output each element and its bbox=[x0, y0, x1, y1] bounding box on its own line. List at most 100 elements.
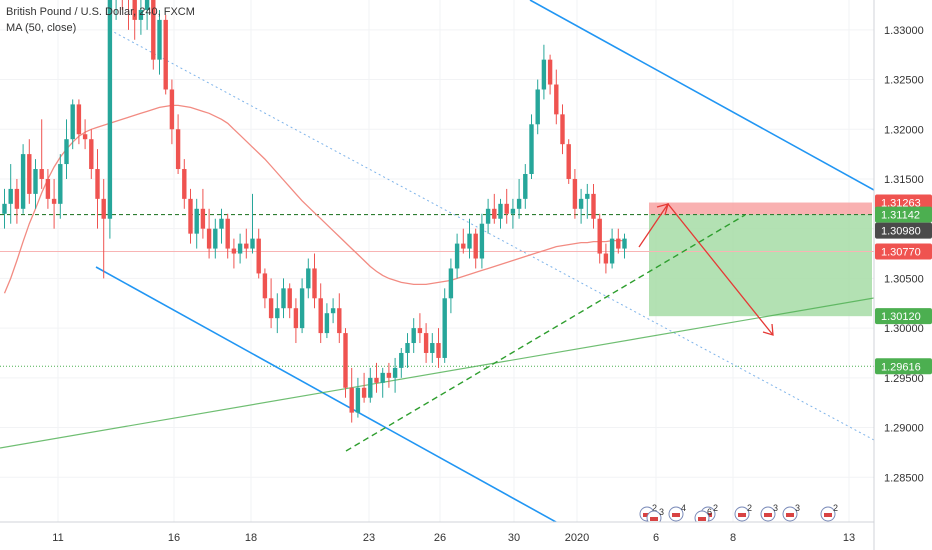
candle-body bbox=[219, 218, 224, 229]
candle-body bbox=[330, 308, 336, 314]
candle-body bbox=[312, 268, 317, 299]
candle-body bbox=[2, 203, 7, 214]
x-tick-label: 16 bbox=[168, 532, 180, 544]
indicator-label: MA (50, close) bbox=[6, 22, 77, 34]
y-tick-label: 1.28500 bbox=[884, 472, 924, 484]
event-badge-count: 2 bbox=[652, 503, 657, 513]
long-trendline bbox=[0, 297, 874, 449]
time-axis: 11 16 18 23 26 30 2020 6 8 13 bbox=[0, 521, 874, 544]
candle-body bbox=[231, 248, 237, 254]
candle-body bbox=[547, 59, 553, 85]
flag-stripe bbox=[738, 513, 746, 517]
event-badge-count: 2 bbox=[833, 503, 838, 513]
event-badge-count: 3 bbox=[659, 507, 664, 517]
candle-body bbox=[337, 308, 342, 334]
candle-body bbox=[188, 198, 193, 234]
x-tick-label: 18 bbox=[245, 532, 257, 544]
candle-body bbox=[256, 238, 261, 274]
candle-body bbox=[392, 367, 398, 378]
y-tick-label: 1.31500 bbox=[884, 174, 924, 186]
candle-body bbox=[268, 298, 274, 319]
x-tick-label: 26 bbox=[434, 532, 446, 544]
chart-legend: British Pound / U.S. Dollar, 240, FXCM M… bbox=[6, 4, 195, 36]
candle-body bbox=[14, 188, 20, 209]
candle-body bbox=[423, 333, 429, 353]
candle-body bbox=[64, 139, 69, 165]
channel-upper-line bbox=[529, 0, 874, 191]
candle-body bbox=[498, 203, 503, 219]
candle-body bbox=[622, 238, 627, 249]
candle-body bbox=[485, 208, 491, 224]
y-tick-label: 1.29500 bbox=[884, 373, 924, 385]
event-badge-count: 2 bbox=[747, 503, 752, 513]
projection-arrowhead-down bbox=[762, 323, 774, 336]
x-tick-label: 6 bbox=[653, 532, 659, 544]
candle-body bbox=[448, 268, 454, 299]
event-badge-count: 3 bbox=[795, 503, 800, 513]
candle-body bbox=[572, 178, 578, 209]
symbol-title: British Pound / U.S. Dollar, 240, FXCM bbox=[6, 6, 195, 18]
candle-body bbox=[535, 89, 540, 125]
candle-body bbox=[318, 298, 323, 334]
price-tag-label: 1.30120 bbox=[881, 311, 921, 323]
candle-body bbox=[578, 198, 584, 209]
candle-body bbox=[213, 228, 218, 249]
flag-stripe bbox=[672, 513, 680, 517]
candle-body bbox=[374, 377, 379, 383]
candle-body bbox=[554, 84, 559, 115]
candle-body bbox=[200, 208, 206, 229]
flag-stripe bbox=[650, 517, 658, 521]
x-tick-label: 30 bbox=[508, 532, 520, 544]
candle-body bbox=[591, 193, 596, 219]
event-badge-count: 4 bbox=[681, 503, 686, 513]
candle-body bbox=[132, 0, 137, 20]
candle-body bbox=[8, 188, 13, 204]
price-axis: 1.330001.325001.320001.315001.310001.305… bbox=[873, 0, 932, 550]
candle-body bbox=[58, 164, 63, 204]
candle-body bbox=[262, 273, 268, 299]
candle-body bbox=[609, 238, 615, 264]
candle-body bbox=[386, 372, 392, 378]
flag-stripe bbox=[698, 517, 706, 521]
price-tag-label: 1.30980 bbox=[881, 226, 921, 238]
y-tick-label: 1.32000 bbox=[884, 124, 924, 136]
candle-body bbox=[27, 154, 32, 194]
candle-body bbox=[399, 352, 404, 368]
candle-body bbox=[585, 193, 590, 199]
candle-body bbox=[194, 208, 199, 234]
price-tag-label: 1.31142 bbox=[881, 210, 920, 222]
rising-trendline bbox=[345, 214, 746, 452]
y-tick-label: 1.32500 bbox=[884, 75, 924, 87]
candle-body bbox=[324, 313, 330, 334]
flag-stripe bbox=[643, 513, 651, 517]
event-badge-count: 6 bbox=[707, 507, 712, 517]
y-tick-label: 1.30500 bbox=[884, 273, 924, 285]
candle-body bbox=[516, 198, 522, 209]
candle-body bbox=[461, 243, 466, 249]
candle-body bbox=[225, 218, 230, 249]
candle-body bbox=[89, 139, 94, 170]
flag-stripe bbox=[824, 513, 832, 517]
candle-body bbox=[45, 178, 51, 199]
y-tick-label: 1.30000 bbox=[884, 323, 924, 335]
take-profit-zone bbox=[649, 214, 872, 317]
candle-body bbox=[560, 114, 565, 145]
plot-area: 2 4 2 2 3 3 23 6 bbox=[0, 0, 874, 522]
candle-body bbox=[467, 233, 472, 249]
channel-lower-line bbox=[95, 266, 558, 522]
x-tick-label: 23 bbox=[363, 532, 375, 544]
candle-body bbox=[299, 288, 305, 329]
event-badge-count: 3 bbox=[773, 503, 778, 513]
price-tag-label: 1.31263 bbox=[881, 198, 921, 210]
candle-body bbox=[163, 19, 168, 90]
candle-body bbox=[206, 228, 212, 249]
price-tag bbox=[875, 243, 932, 260]
candle-body bbox=[287, 288, 292, 309]
candle-body bbox=[343, 333, 348, 388]
event-badges: 2 4 2 2 3 3 23 6 bbox=[639, 503, 838, 522]
candle-body bbox=[237, 243, 243, 254]
candle-body bbox=[417, 328, 423, 334]
y-tick-label: 1.29000 bbox=[884, 423, 924, 435]
candle-body bbox=[504, 203, 509, 214]
